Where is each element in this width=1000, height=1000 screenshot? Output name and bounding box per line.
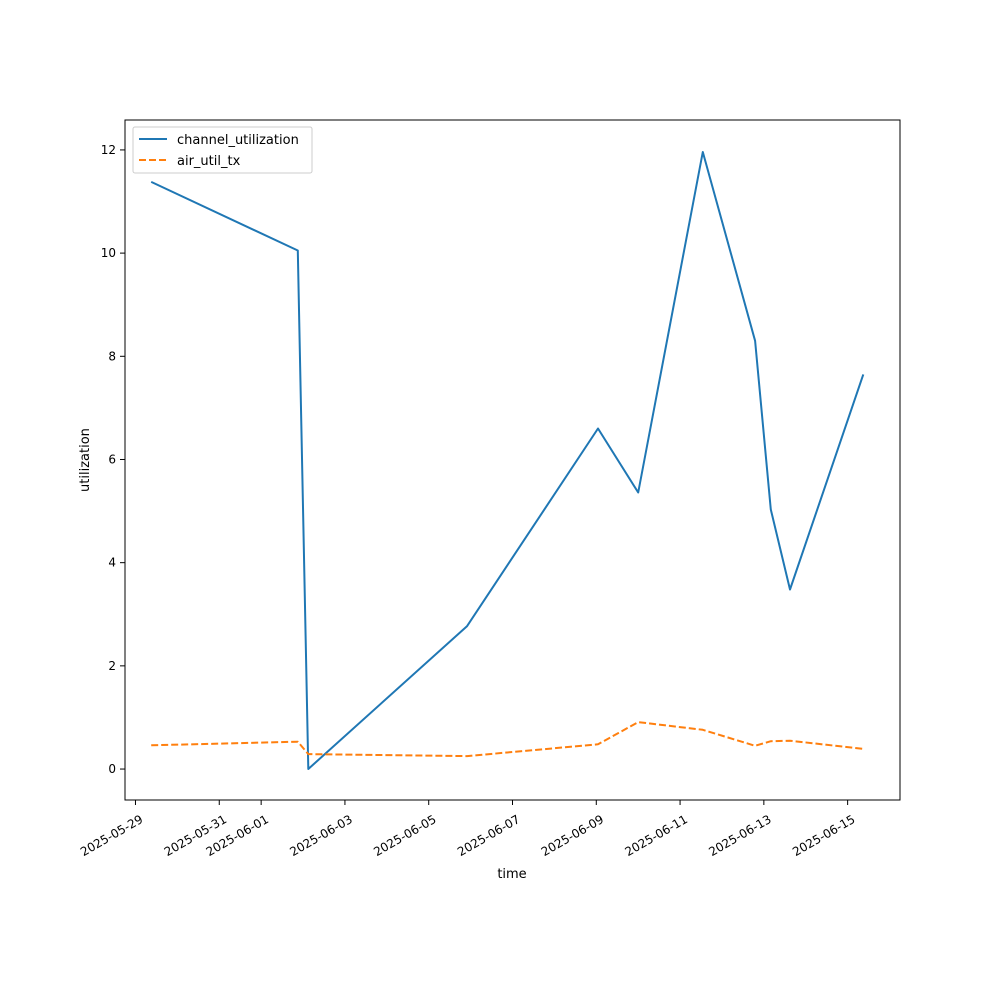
- y-tick-label: 2: [108, 659, 116, 673]
- legend-box: [132, 126, 313, 174]
- series-line-channel-utilization: [150, 151, 865, 770]
- y-tick-label: 8: [108, 349, 116, 363]
- legend-label-channel-utilization: channel_utilization: [177, 133, 299, 148]
- y-tick-label: 6: [108, 452, 116, 466]
- y-tick-label: 0: [108, 762, 116, 776]
- y-tick-label: 4: [108, 556, 116, 570]
- series-line-air-util-tx: [151, 721, 864, 758]
- series-layer: [150, 151, 865, 770]
- legend: channel_utilization air_util_tx: [132, 126, 313, 174]
- y-tick-label: 10: [101, 246, 116, 260]
- y-tick-label: 12: [101, 143, 116, 157]
- x-axis-title: time: [497, 867, 526, 882]
- legend-label-air-util-tx: air_util_tx: [177, 154, 241, 169]
- y-axis: 0 2 4 6 8 10 12: [101, 143, 125, 776]
- y-axis-title: utilization: [78, 428, 93, 492]
